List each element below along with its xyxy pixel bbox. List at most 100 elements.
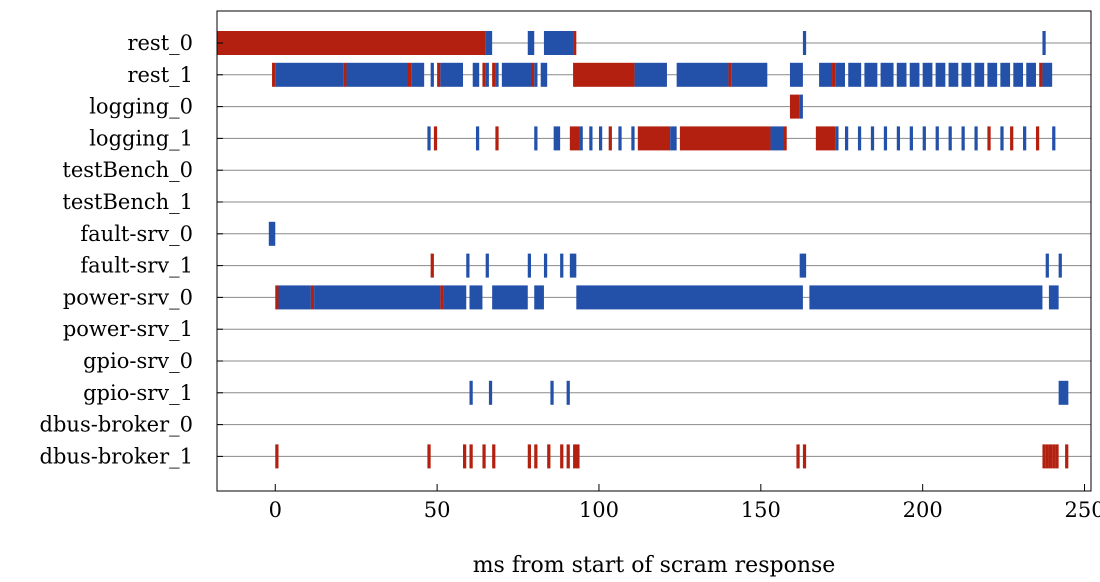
- segment-blue: [566, 380, 570, 405]
- segment-blue: [492, 285, 528, 310]
- row-label: power-srv_1: [63, 317, 193, 341]
- segment-blue: [1048, 285, 1059, 310]
- x-tick-label: 150: [741, 498, 781, 522]
- segment-blue: [974, 126, 978, 151]
- segment-blue: [935, 62, 946, 87]
- row-label: logging_0: [89, 95, 193, 119]
- segment-blue: [987, 62, 998, 87]
- segment-blue: [909, 62, 920, 87]
- segment-red: [469, 444, 473, 469]
- segment-blue: [569, 253, 577, 278]
- segment-red: [343, 62, 347, 87]
- segment-blue: [1042, 31, 1046, 55]
- segment-red: [566, 444, 570, 469]
- x-tick-label: 200: [903, 498, 943, 522]
- segment-blue: [472, 62, 480, 87]
- x-axis-label: ms from start of scram response: [473, 553, 836, 578]
- segment-layer: [217, 31, 1069, 469]
- segment-blue: [848, 62, 862, 87]
- row-label: fault-srv_0: [80, 222, 193, 246]
- segment-red: [608, 126, 612, 151]
- segment-blue: [870, 126, 875, 151]
- x-axis-ticks: 0 50 100 150 200 250: [269, 484, 1100, 522]
- segment-blue: [1045, 253, 1049, 278]
- segment-red: [430, 253, 434, 278]
- segment-blue: [485, 62, 489, 87]
- segment-blue: [789, 62, 803, 87]
- segment-blue: [948, 126, 952, 151]
- segment-blue: [857, 126, 862, 151]
- segment-red: [1065, 444, 1069, 469]
- segment-blue: [427, 126, 431, 151]
- segment-blue: [469, 380, 473, 405]
- segment-blue: [880, 62, 894, 87]
- segment-red: [560, 444, 564, 469]
- segment-blue: [799, 253, 807, 278]
- row-label: testBench_1: [62, 190, 193, 214]
- x-tick-label: 100: [579, 498, 619, 522]
- segment-blue: [430, 62, 434, 87]
- segment-red: [1045, 444, 1049, 469]
- row-label: rest_0: [127, 31, 193, 55]
- segment-blue: [534, 285, 544, 310]
- segment-red: [437, 62, 441, 87]
- segment-red: [440, 285, 444, 310]
- segment-blue: [589, 126, 593, 151]
- segment-blue: [896, 126, 901, 151]
- segment-blue: [278, 285, 311, 310]
- segment-blue: [802, 31, 807, 55]
- segment-blue: [1052, 126, 1056, 151]
- segment-blue: [809, 285, 1043, 310]
- segment-blue: [1000, 62, 1011, 87]
- segment-blue: [1000, 126, 1004, 151]
- segment-blue: [909, 126, 913, 151]
- segment-blue: [835, 126, 839, 151]
- segment-red: [573, 444, 580, 469]
- segment-blue: [553, 126, 561, 151]
- segment-blue: [961, 126, 965, 151]
- x-tick-label: 0: [269, 498, 282, 522]
- segment-red: [492, 62, 496, 87]
- segment-red: [433, 126, 438, 151]
- segment-blue: [346, 62, 408, 87]
- segment-red: [569, 126, 580, 151]
- segment-blue: [598, 126, 603, 151]
- segment-red: [407, 62, 412, 87]
- segment-blue: [543, 31, 574, 55]
- segment-blue: [634, 62, 667, 87]
- segment-red: [832, 62, 836, 87]
- segment-red: [482, 444, 486, 469]
- segment-blue: [579, 126, 583, 151]
- segment-red: [987, 126, 991, 151]
- segment-blue: [488, 380, 493, 405]
- segment-blue: [835, 62, 845, 87]
- segment-red: [463, 444, 467, 469]
- segment-blue: [443, 285, 467, 310]
- segment-blue: [631, 126, 635, 151]
- segment-red: [573, 31, 577, 55]
- segment-blue: [799, 94, 803, 119]
- segment-blue: [466, 253, 470, 278]
- segment-blue: [770, 126, 784, 151]
- segment-red: [275, 444, 279, 469]
- segment-blue: [560, 253, 564, 278]
- segment-blue: [731, 62, 768, 87]
- segment-blue: [1058, 380, 1069, 405]
- row-label: rest_1: [127, 63, 193, 87]
- row-label: logging_1: [89, 126, 193, 150]
- row-label: gpio-srv_1: [83, 381, 193, 405]
- segment-blue: [974, 62, 985, 87]
- plot-frame: [216, 10, 1092, 492]
- segment-red: [1052, 444, 1056, 469]
- segment-red: [789, 94, 800, 119]
- segment-blue: [527, 253, 531, 278]
- segment-red: [1039, 62, 1043, 87]
- segment-blue: [501, 62, 531, 87]
- segment-blue: [495, 62, 499, 87]
- segment-blue: [475, 126, 480, 151]
- segment-red: [1048, 444, 1053, 469]
- segment-red: [815, 126, 836, 151]
- segment-blue: [844, 126, 849, 151]
- segment-blue: [550, 380, 554, 405]
- segment-red: [534, 444, 538, 469]
